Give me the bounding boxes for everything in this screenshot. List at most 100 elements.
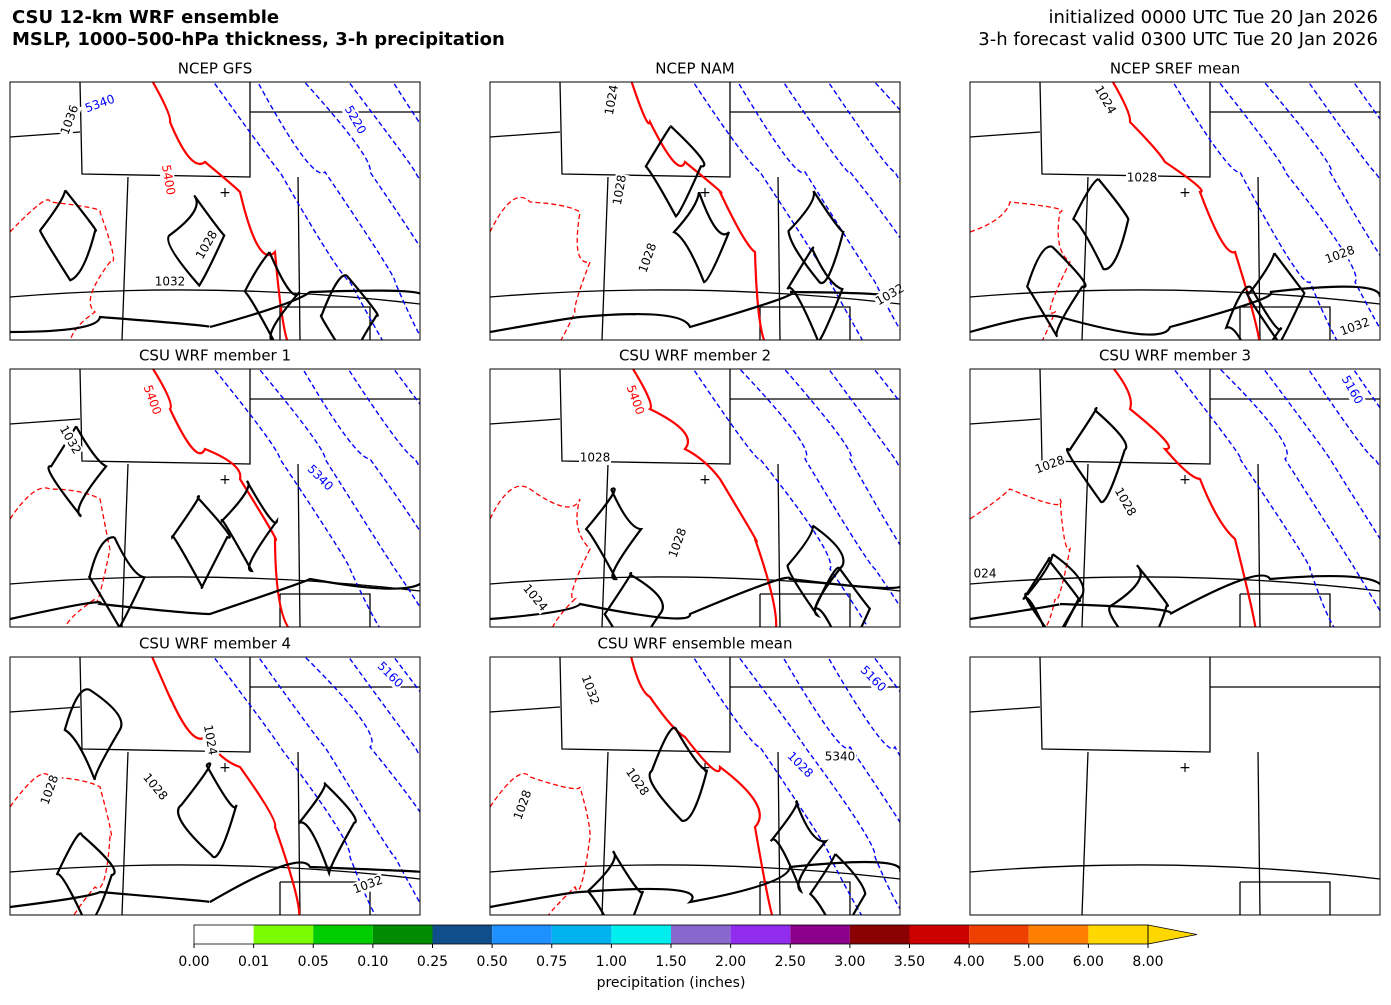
- map-line: [10, 418, 81, 425]
- map-line: [47, 425, 108, 518]
- map-panel: +: [10, 657, 420, 915]
- valid-time: 3-h forecast valid 0300 UTC Tue 20 Jan 2…: [978, 29, 1378, 50]
- label-bg: [783, 748, 817, 782]
- map-line: [737, 657, 900, 911]
- map-line: [435, 364, 615, 639]
- colorbar-segment: [432, 925, 493, 944]
- label-bg: [622, 764, 652, 800]
- title: CSU 12-km WRF ensemble: [12, 7, 279, 28]
- map-line: [601, 463, 609, 627]
- station-marker: +: [699, 185, 711, 201]
- label-bg: [200, 723, 220, 757]
- map-line: [1263, 82, 1380, 257]
- map-line: [970, 131, 1041, 138]
- colorbar-segment: [671, 925, 731, 944]
- map-line: [970, 418, 1041, 425]
- label-bg: [1322, 242, 1358, 268]
- contour-label: 1028: [666, 526, 690, 559]
- map-line: [121, 751, 129, 915]
- map-line: [279, 593, 371, 627]
- label-bg: [192, 227, 222, 263]
- map-line: [559, 82, 731, 178]
- label-bg: [139, 382, 165, 418]
- map-line: [10, 576, 420, 592]
- map-line: [812, 566, 872, 627]
- map-line: [970, 706, 1041, 713]
- map-line: [873, 82, 900, 112]
- map-line: [630, 657, 774, 915]
- map-line: [827, 369, 900, 470]
- map-line: [1257, 751, 1261, 915]
- map-line: [648, 726, 709, 822]
- colorbar-segment: [253, 925, 314, 944]
- map-panel: +: [970, 657, 1380, 915]
- map-line: [490, 131, 561, 138]
- label-bg: [510, 787, 536, 823]
- map-line: [786, 246, 844, 340]
- panel-frame: [489, 81, 901, 341]
- map-line: [692, 657, 863, 915]
- map-line: [1239, 306, 1331, 340]
- map-line: [915, 77, 1095, 353]
- contour-label: 5340: [83, 92, 116, 116]
- map-line: [10, 861, 420, 909]
- contour-label: 5220: [342, 103, 369, 136]
- map-line: [1071, 177, 1130, 271]
- colorbar-segment: [551, 925, 612, 944]
- contour-label: 1032: [351, 873, 384, 897]
- map-line: [1039, 657, 1211, 753]
- contour-label: 1028: [610, 174, 629, 207]
- label-bg: [37, 772, 63, 808]
- map-line: [79, 657, 251, 753]
- station-marker: +: [219, 760, 231, 776]
- map-line: [970, 864, 1380, 880]
- map-line: [347, 657, 420, 758]
- station-marker: +: [1179, 185, 1191, 201]
- map-line: [490, 485, 591, 627]
- map-line: [872, 657, 900, 693]
- map-line: [10, 706, 81, 713]
- colorbar-segment: [611, 925, 671, 944]
- subtitle: MSLP, 1000–500-hPa thickness, 3-h precip…: [12, 29, 505, 50]
- map-line: [915, 652, 1095, 928]
- label-bg: [579, 451, 611, 465]
- map-line: [10, 864, 420, 880]
- label-bg: [139, 770, 171, 804]
- colorbar-tick-label: 3.00: [834, 954, 865, 970]
- map-line: [1081, 463, 1089, 627]
- map-panel: +: [490, 369, 900, 627]
- colorbar-tick-label: 0.01: [238, 954, 269, 970]
- map-line: [759, 593, 851, 627]
- map-line: [603, 571, 664, 627]
- map-line: [970, 576, 1380, 592]
- map-line: [490, 196, 592, 340]
- map-line: [490, 772, 591, 915]
- panel-title: NCEP NAM: [655, 60, 734, 78]
- map-line: [559, 369, 731, 465]
- label-bg: [350, 872, 386, 898]
- colorbar-label: precipitation (inches): [597, 975, 746, 991]
- label-bg: [57, 102, 83, 138]
- map-line: [10, 577, 420, 621]
- colorbar-tick-label: 0.50: [477, 954, 508, 970]
- colorbar-tick-label: 8.00: [1132, 954, 1163, 970]
- station-marker: +: [699, 760, 711, 776]
- map-line: [121, 176, 129, 340]
- map-line: [319, 274, 379, 340]
- map-line: [490, 706, 561, 713]
- map-line: [220, 480, 279, 573]
- map-line: [392, 82, 420, 125]
- contour-label: 024: [974, 567, 997, 581]
- map-line: [88, 536, 147, 627]
- map-panel: +: [490, 77, 1095, 353]
- label-bg: [82, 91, 118, 117]
- station-marker: +: [219, 185, 231, 201]
- panel-frame: [969, 656, 1381, 916]
- map-line: [1065, 407, 1128, 503]
- contour-label: 1032: [579, 673, 603, 706]
- label-bg: [158, 163, 178, 197]
- contour-label: 1024: [602, 84, 621, 117]
- panel-frame: [489, 368, 901, 628]
- map-line: [1245, 252, 1306, 340]
- map-line: [1219, 369, 1380, 613]
